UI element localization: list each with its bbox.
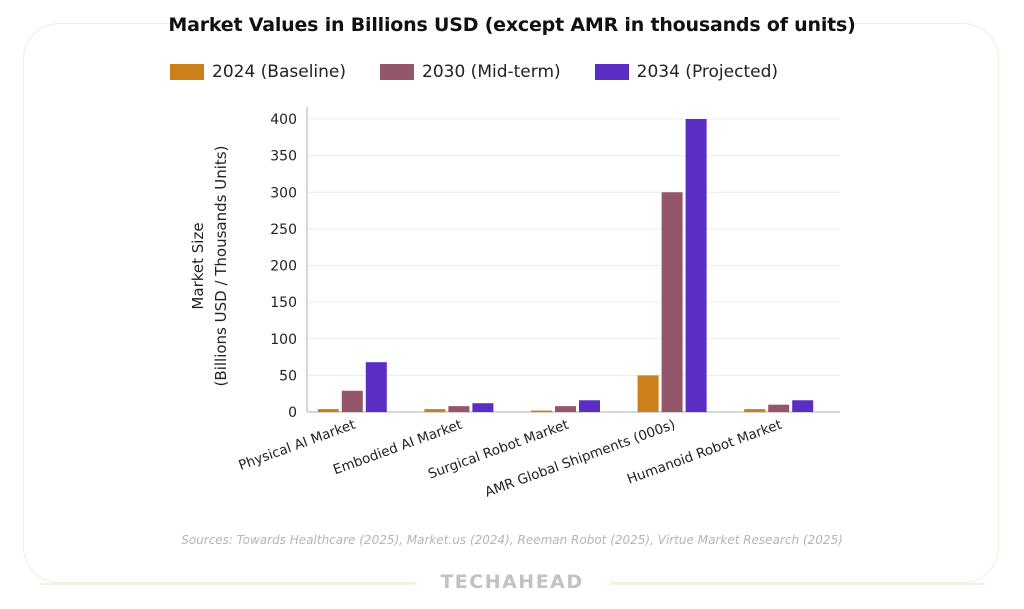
legend-item-2034: 2034 (Projected) (594, 62, 778, 82)
chart-title: Market Values in Billions USD (except AM… (168, 14, 856, 36)
y-tick-label: 350 (270, 149, 297, 165)
legend-swatch (170, 64, 204, 80)
y-tick-label: 300 (270, 185, 297, 201)
bar (424, 409, 446, 412)
y-axis-label: Market Size (189, 222, 207, 309)
y-tick-label: 400 (270, 112, 297, 128)
sources-note: Sources: Towards Healthcare (2025), Mark… (181, 533, 843, 547)
bar (472, 403, 494, 412)
bar (637, 375, 659, 412)
y-tick-label: 0 (288, 405, 297, 421)
bar (365, 362, 387, 412)
y-tick-label: 150 (270, 295, 297, 311)
bar (744, 409, 766, 412)
legend-swatch (380, 64, 415, 80)
bar (531, 410, 552, 412)
y-tick-label: 250 (270, 222, 297, 238)
frame-gap-bottom (415, 576, 610, 590)
legend: 2024 (Baseline) 2030 (Mid-term) 2034 (Pr… (170, 62, 812, 82)
bar (317, 409, 339, 412)
legend-item-2030: 2030 (Mid-term) (380, 62, 561, 82)
bar (555, 406, 576, 412)
y-tick-label: 100 (270, 332, 297, 348)
y-axis-label-units: (Billions USD / Thousands Units) (212, 146, 230, 387)
bar (792, 400, 814, 412)
legend-label: 2030 (Mid-term) (422, 62, 561, 82)
y-tick-label: 200 (270, 259, 297, 275)
bar (341, 390, 363, 412)
y-tick-label: 50 (279, 368, 297, 384)
x-tick-label: AMR Global Shipments (000s) (483, 417, 678, 501)
brand-logo: TECHAHEAD (440, 571, 584, 593)
legend-item-2024: 2024 (Baseline) (170, 62, 346, 82)
bar (685, 119, 707, 412)
legend-label: 2034 (Projected) (636, 62, 778, 82)
frame-gap-top (170, 18, 850, 30)
legend-swatch (594, 64, 629, 80)
bar (661, 192, 683, 412)
bar (579, 400, 600, 412)
bar (768, 404, 790, 412)
legend-label: 2024 (Baseline) (212, 62, 347, 82)
bar (448, 406, 470, 412)
